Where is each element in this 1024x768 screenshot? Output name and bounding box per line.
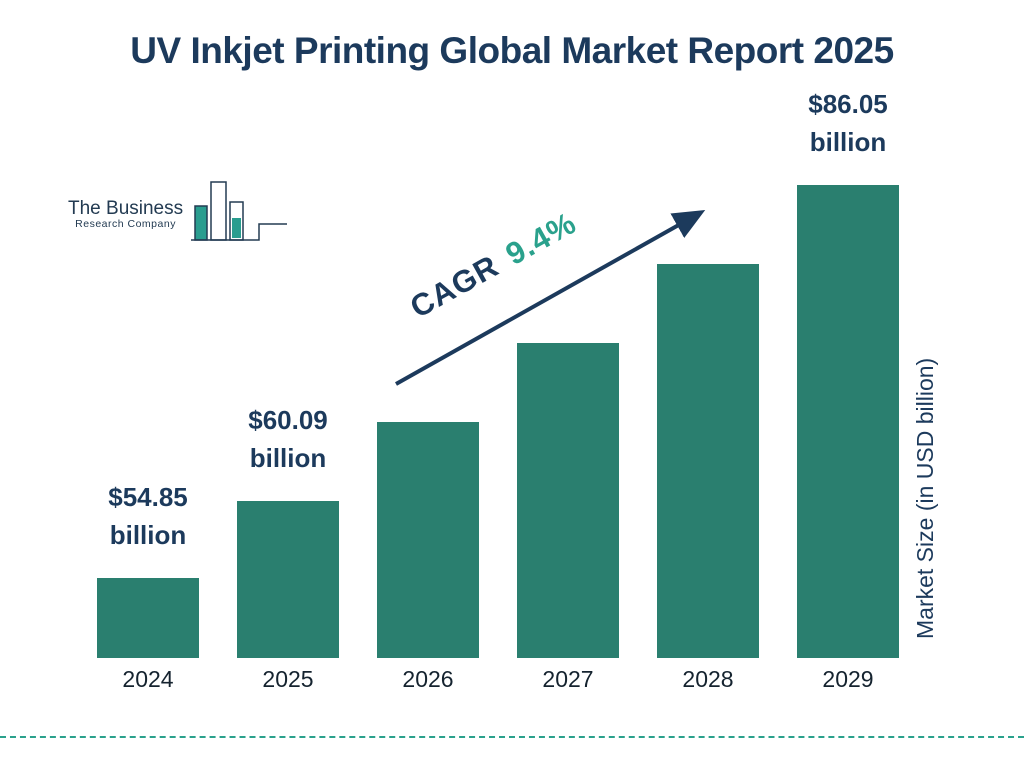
x-tick-2027: 2027 <box>542 666 594 692</box>
logo-line2: Research Company <box>75 217 176 230</box>
y-axis-label: Market Size (in USD billion) <box>912 357 938 639</box>
bar-2028 <box>657 264 759 658</box>
bottom-dashed-divider <box>0 736 1024 738</box>
x-tick-2029: 2029 <box>822 666 874 692</box>
company-logo: The Business Research Company <box>68 178 289 244</box>
x-tick-2026: 2026 <box>402 666 454 692</box>
value-label-2029: $86.05 billion <box>808 89 888 157</box>
company-logo-text: The Business Research Company <box>68 199 183 244</box>
x-tick-2025: 2025 <box>262 666 314 692</box>
value-label-2025: $60.09 billion <box>248 405 328 473</box>
value-label-2024: $54.85 billion <box>108 482 188 550</box>
x-tick-2024: 2024 <box>122 666 174 692</box>
bar-2024 <box>97 578 199 658</box>
cagr-annotation: CAGR9.4% <box>404 205 582 326</box>
bar-2025 <box>237 501 339 658</box>
cagr-label: CAGR <box>404 248 505 325</box>
logo-bar-chart-icon <box>191 181 288 241</box>
cagr-value: 9.4% <box>499 205 583 272</box>
bar-2029 <box>797 185 899 658</box>
chart-title: UV Inkjet Printing Global Market Report … <box>130 30 894 71</box>
logo-line1: The Business <box>68 198 184 220</box>
x-tick-2028: 2028 <box>682 666 734 692</box>
bar-2026 <box>377 422 479 658</box>
bar-2027 <box>517 343 619 658</box>
